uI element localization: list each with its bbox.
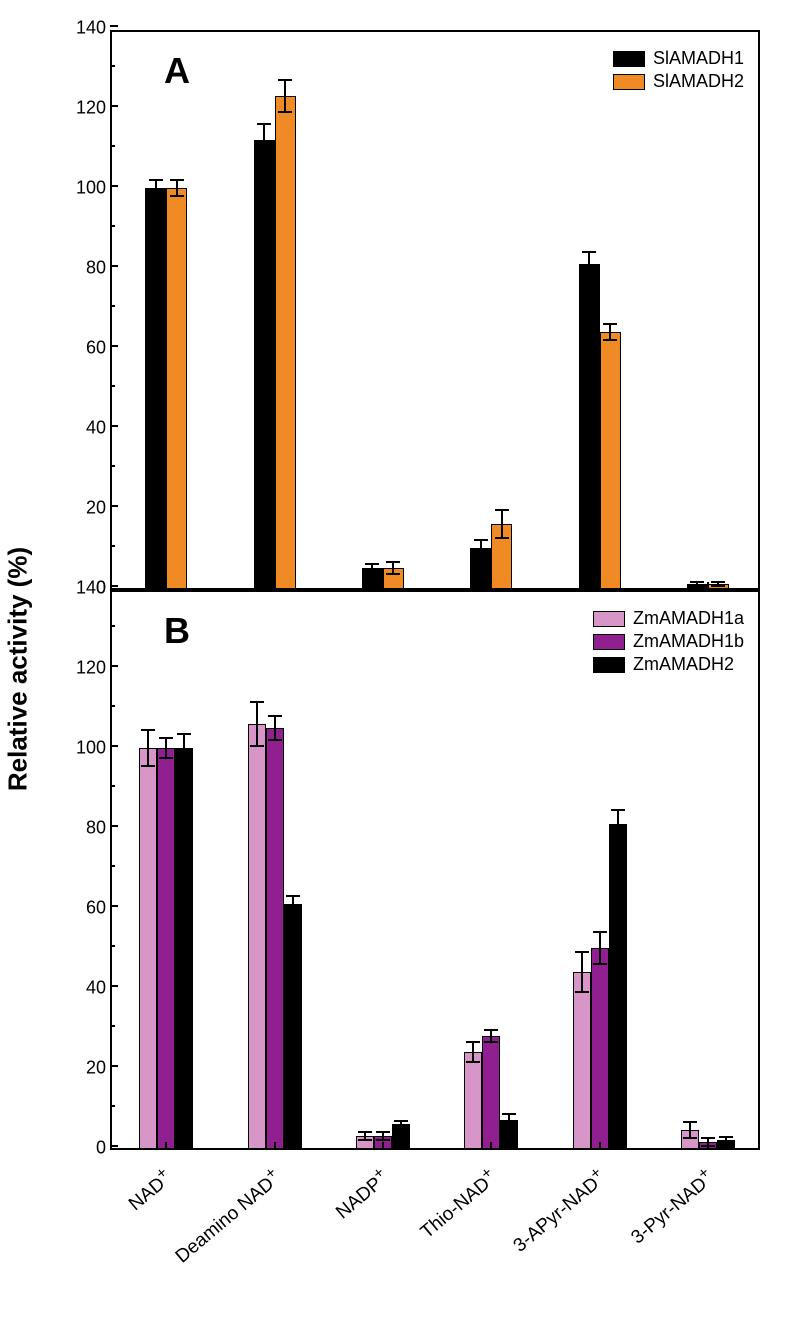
panel-a: A SlAMADH1SlAMADH2 020406080100120140 <box>110 30 760 590</box>
bar <box>591 948 609 1148</box>
bar <box>470 548 491 588</box>
ytick-label: 40 <box>86 978 106 999</box>
figure: Relative activity (%) A SlAMADH1SlAMADH2… <box>0 0 812 1338</box>
legend-item: ZmAMADH2 <box>593 654 744 675</box>
bar <box>248 724 266 1148</box>
legend-label: ZmAMADH1b <box>633 631 744 652</box>
bar <box>708 584 729 588</box>
xtick-label: NADP+ <box>329 1164 393 1224</box>
bar <box>145 188 166 588</box>
bar <box>362 568 383 588</box>
panel-a-legend: SlAMADH1SlAMADH2 <box>613 46 744 94</box>
ytick-label: 80 <box>86 818 106 839</box>
x-axis-labels: NAD+Deamino NAD+ NADP+ Thio-NAD+3-APyr-NAD… <box>110 1156 760 1326</box>
bar <box>254 140 275 588</box>
ytick-label: 100 <box>76 178 106 199</box>
legend-item: ZmAMADH1a <box>593 608 744 629</box>
xtick-label: Thio-NAD+ <box>414 1164 502 1244</box>
bar <box>157 748 175 1148</box>
ytick-label: 100 <box>76 738 106 759</box>
legend-item: SlAMADH1 <box>613 48 744 69</box>
legend-swatch <box>613 74 645 90</box>
bar <box>139 748 157 1148</box>
bar <box>356 1136 374 1148</box>
xtick-label: Deamino NAD+ <box>168 1164 285 1268</box>
bar <box>500 1120 518 1148</box>
bar <box>175 748 193 1148</box>
bar <box>573 972 591 1148</box>
legend-label: ZmAMADH1a <box>633 608 744 629</box>
ytick-label: 140 <box>76 18 106 39</box>
bar <box>681 1130 699 1148</box>
ytick-label: 140 <box>76 578 106 599</box>
bar <box>284 904 302 1148</box>
bar-group <box>464 1036 518 1148</box>
bar-group <box>145 188 187 588</box>
bar <box>717 1140 735 1148</box>
bar-group <box>579 264 621 588</box>
bar <box>579 264 600 588</box>
legend-label: SlAMADH1 <box>653 48 744 69</box>
legend-label: SlAMADH2 <box>653 71 744 92</box>
bar-group <box>139 748 193 1148</box>
bar <box>609 824 627 1148</box>
ytick-label: 20 <box>86 498 106 519</box>
legend-item: ZmAMADH1b <box>593 631 744 652</box>
bar <box>392 1124 410 1148</box>
xtick-label: 3-Pyr-NAD+ <box>624 1164 718 1249</box>
panel-b: B ZmAMADH1aZmAMADH1bZmAMADH2 02040608010… <box>110 590 760 1150</box>
y-axis-label: Relative activity (%) <box>3 547 34 791</box>
bar-group <box>248 724 302 1148</box>
legend-swatch <box>613 51 645 67</box>
ytick-label: 20 <box>86 1058 106 1079</box>
legend-swatch <box>593 657 625 673</box>
panel-a-letter: A <box>164 50 190 92</box>
bar <box>491 524 512 588</box>
bar <box>687 584 708 588</box>
panel-b-legend: ZmAMADH1aZmAMADH1bZmAMADH2 <box>593 606 744 677</box>
bar <box>275 96 296 588</box>
legend-label: ZmAMADH2 <box>633 654 734 675</box>
bar <box>482 1036 500 1148</box>
bar <box>464 1052 482 1148</box>
ytick-label: 120 <box>76 658 106 679</box>
ytick-label: 0 <box>96 1138 106 1159</box>
bar-group <box>254 96 296 588</box>
legend-swatch <box>593 634 625 650</box>
ytick-label: 80 <box>86 258 106 279</box>
bar <box>166 188 187 588</box>
bar <box>600 332 621 588</box>
ytick-label: 40 <box>86 418 106 439</box>
bar <box>383 568 404 588</box>
ytick-label: 60 <box>86 338 106 359</box>
xtick-label: 3-APyr-NAD+ <box>506 1164 610 1257</box>
bar-group <box>470 524 512 588</box>
ytick-label: 60 <box>86 898 106 919</box>
ytick-label: 120 <box>76 98 106 119</box>
legend-swatch <box>593 611 625 627</box>
bar-group <box>573 824 627 1148</box>
panel-b-letter: B <box>164 610 190 652</box>
legend-item: SlAMADH2 <box>613 71 744 92</box>
bar <box>266 728 284 1148</box>
xtick-label: NAD+ <box>122 1164 177 1216</box>
